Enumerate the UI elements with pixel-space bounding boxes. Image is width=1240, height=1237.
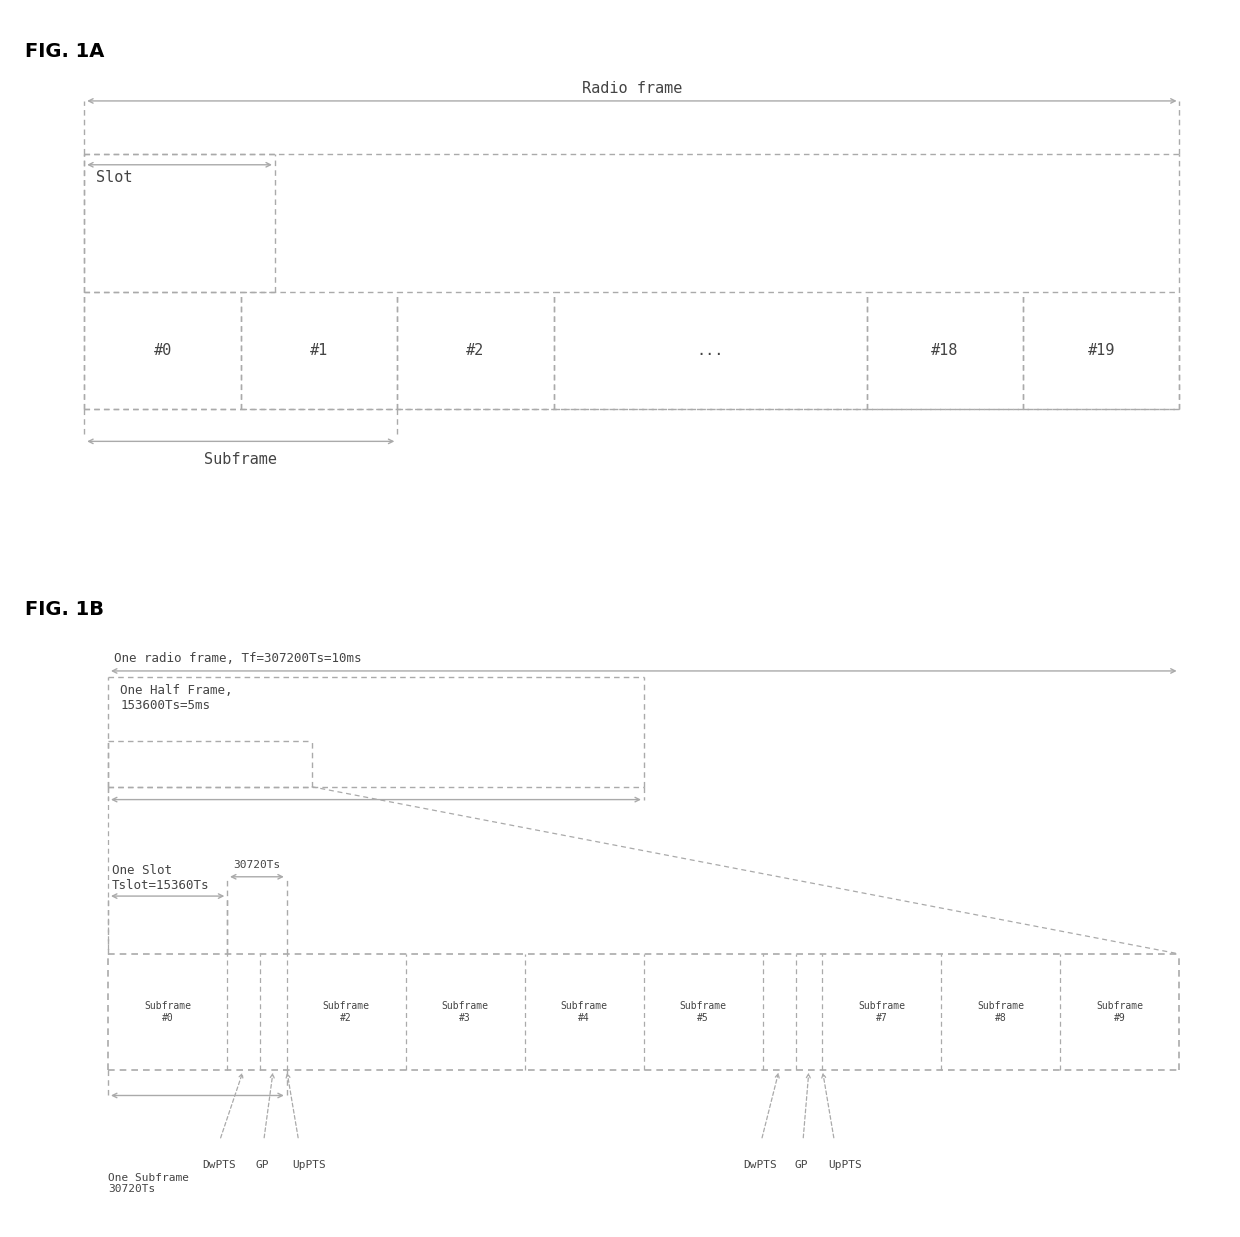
Text: Subframe
#9: Subframe #9 <box>1096 1001 1143 1023</box>
Text: #2: #2 <box>466 344 485 359</box>
Text: #19: #19 <box>1087 344 1115 359</box>
Text: #0: #0 <box>154 344 171 359</box>
Text: #18: #18 <box>931 344 959 359</box>
Text: Subframe
#7: Subframe #7 <box>858 1001 905 1023</box>
Text: One Slot
Tslot=15360Ts: One Slot Tslot=15360Ts <box>112 863 210 892</box>
Text: Subframe
#8: Subframe #8 <box>977 1001 1024 1023</box>
Text: DwPTS: DwPTS <box>202 1160 236 1170</box>
Text: Subframe
#5: Subframe #5 <box>680 1001 727 1023</box>
Text: Subframe: Subframe <box>205 452 278 468</box>
Text: One Subframe
30720Ts: One Subframe 30720Ts <box>108 1173 190 1194</box>
Text: FIG. 1A: FIG. 1A <box>25 42 104 62</box>
Text: Subframe
#4: Subframe #4 <box>560 1001 608 1023</box>
Text: One radio frame, Tf=307200Ts=10ms: One radio frame, Tf=307200Ts=10ms <box>114 652 362 664</box>
Text: Subframe
#3: Subframe #3 <box>441 1001 489 1023</box>
Text: Subframe
#0: Subframe #0 <box>144 1001 191 1023</box>
Text: GP: GP <box>795 1160 808 1170</box>
Text: Slot: Slot <box>97 171 133 186</box>
Text: FIG. 1B: FIG. 1B <box>25 600 104 620</box>
Text: #1: #1 <box>310 344 329 359</box>
Text: One Half Frame,
153600Ts=5ms: One Half Frame, 153600Ts=5ms <box>120 684 233 711</box>
Text: GP: GP <box>255 1160 269 1170</box>
Text: UpPTS: UpPTS <box>293 1160 326 1170</box>
Text: Subframe
#2: Subframe #2 <box>322 1001 370 1023</box>
Text: 30720Ts: 30720Ts <box>233 861 280 871</box>
Text: Radio frame: Radio frame <box>582 80 682 95</box>
Text: UpPTS: UpPTS <box>828 1160 862 1170</box>
Text: ...: ... <box>697 344 724 359</box>
Text: DwPTS: DwPTS <box>744 1160 777 1170</box>
